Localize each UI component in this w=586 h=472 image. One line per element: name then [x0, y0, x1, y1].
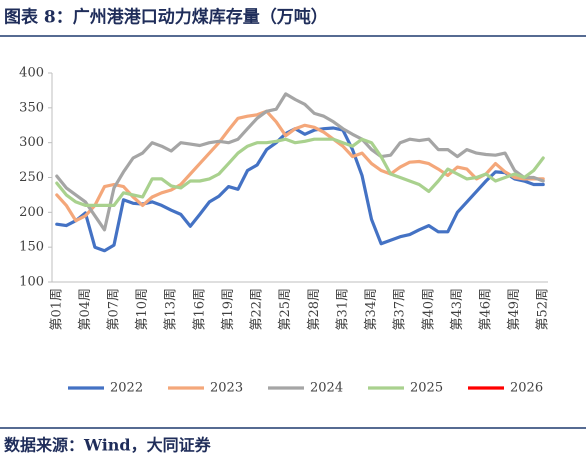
- x-tick-label: 第16周: [192, 288, 207, 331]
- legend-label: 2023: [210, 381, 243, 396]
- source: 数据来源：Wind，大同证券: [4, 436, 212, 455]
- x-tick-label: 第19周: [221, 288, 236, 331]
- y-tick-label: 100: [19, 275, 44, 290]
- y-tick-label: 350: [19, 100, 44, 115]
- legend-label: 2026: [510, 381, 543, 396]
- legend-label: 2022: [110, 381, 143, 396]
- x-tick-label: 第01周: [49, 288, 64, 331]
- series-line: [55, 126, 545, 253]
- legend-label: 2025: [410, 381, 443, 396]
- y-tick-label: 300: [19, 135, 44, 150]
- x-tick-label: 第25周: [278, 288, 293, 331]
- x-tick-label: 第31周: [335, 288, 350, 331]
- x-tick-label: 第10周: [135, 288, 150, 331]
- series-line: [55, 137, 545, 207]
- x-tick-label: 第07周: [107, 288, 122, 331]
- x-tick-label: 第13周: [164, 288, 179, 331]
- y-tick-label: 150: [19, 240, 44, 255]
- x-tick-label: 第04周: [78, 288, 93, 331]
- chart-title: 图表 8：广州港港口动力煤库存量（万吨）: [4, 7, 328, 28]
- y-tick-label: 200: [19, 205, 44, 220]
- x-tick-label: 第22周: [250, 288, 265, 331]
- legend-label: 2024: [310, 381, 343, 396]
- x-tick-label: 第52周: [536, 288, 551, 331]
- series-line: [55, 109, 545, 223]
- x-tick-label: 第49周: [507, 288, 522, 331]
- x-tick-label: 第37周: [393, 288, 408, 331]
- x-tick-label: 第46周: [479, 288, 494, 331]
- x-tick-label: 第28周: [307, 288, 322, 331]
- x-tick-label: 第43周: [450, 288, 465, 331]
- x-tick-label: 第40周: [421, 288, 436, 331]
- series-line: [55, 92, 545, 232]
- x-tick-label: 第34周: [364, 288, 379, 331]
- y-tick-label: 400: [19, 66, 44, 81]
- y-tick-label: 250: [19, 170, 44, 185]
